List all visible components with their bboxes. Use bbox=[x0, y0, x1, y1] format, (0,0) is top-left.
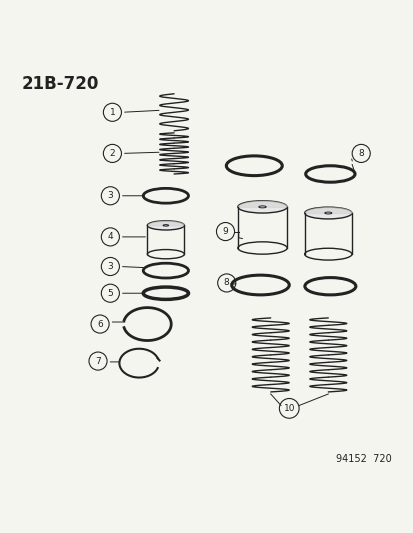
Text: 5: 5 bbox=[107, 289, 113, 298]
Ellipse shape bbox=[147, 221, 184, 230]
Ellipse shape bbox=[304, 207, 351, 219]
Text: 6: 6 bbox=[97, 320, 103, 328]
Ellipse shape bbox=[237, 201, 287, 213]
Text: 7: 7 bbox=[95, 357, 101, 366]
Text: 9: 9 bbox=[222, 227, 228, 236]
Text: 3: 3 bbox=[107, 262, 113, 271]
Text: 21B-720: 21B-720 bbox=[22, 75, 99, 93]
Text: 8: 8 bbox=[358, 149, 363, 158]
Text: 2: 2 bbox=[109, 149, 115, 158]
Text: 8: 8 bbox=[223, 278, 229, 287]
Text: 10: 10 bbox=[283, 404, 294, 413]
Text: 4: 4 bbox=[107, 232, 113, 241]
Text: 1: 1 bbox=[109, 108, 115, 117]
Text: 3: 3 bbox=[107, 191, 113, 200]
Text: 94152  720: 94152 720 bbox=[335, 454, 391, 464]
